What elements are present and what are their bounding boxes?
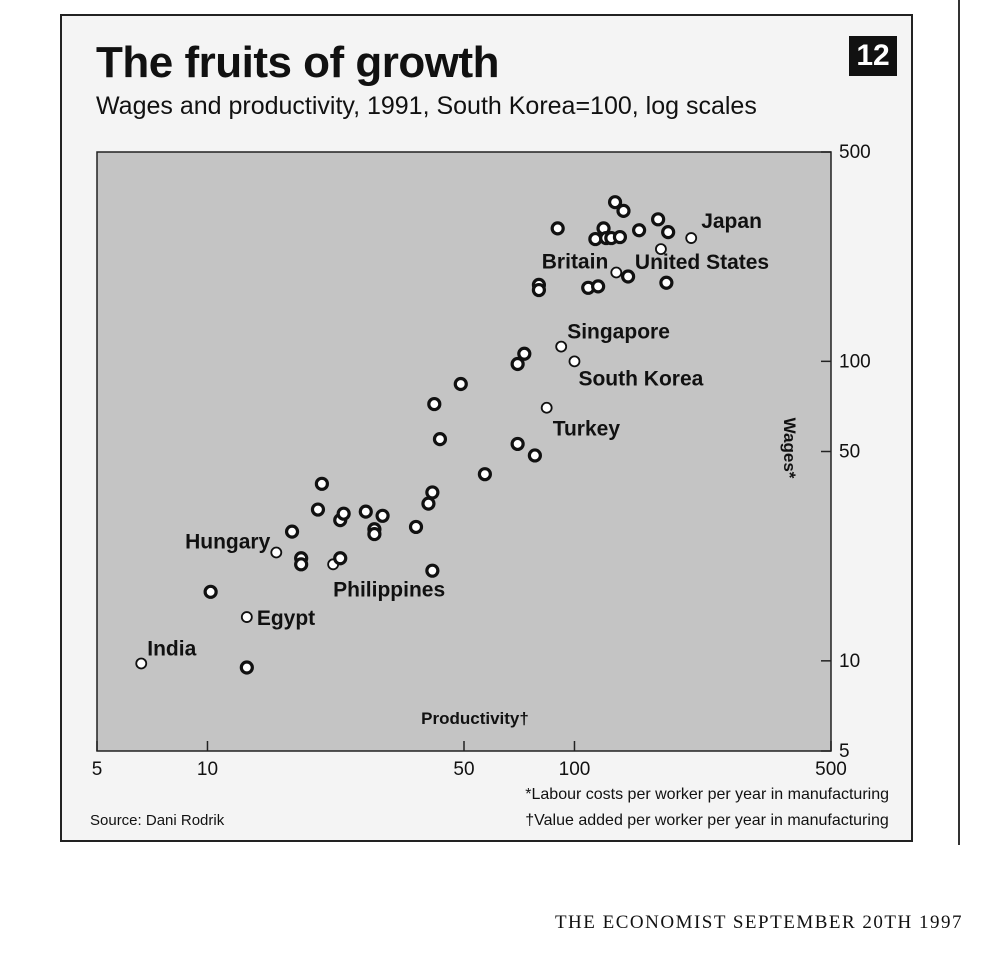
point-label: Egypt	[257, 607, 315, 630]
data-point	[607, 195, 623, 210]
data-point	[453, 376, 468, 392]
chart-number-badge: 12	[849, 36, 897, 76]
publication-line: THE ECONOMIST SEPTEMBER 20TH 1997	[554, 912, 963, 933]
column-divider	[958, 0, 960, 845]
point-label: Britain	[542, 250, 609, 273]
data-point	[659, 275, 674, 290]
x-tick-label: 500	[815, 759, 847, 780]
data-point-labelled	[655, 243, 667, 256]
x-tick-label: 5	[92, 759, 103, 780]
y-tick-label: 5	[839, 741, 850, 762]
point-label: Singapore	[567, 321, 670, 344]
point-label: Philippines	[333, 578, 445, 601]
data-point	[408, 519, 424, 535]
data-point	[550, 221, 565, 236]
data-point-labelled	[135, 657, 148, 670]
data-point	[375, 508, 390, 523]
point-label: Turkey	[553, 418, 621, 441]
data-point	[661, 225, 676, 240]
data-point	[651, 212, 666, 227]
data-point	[427, 396, 442, 412]
source-note: Source: Dani Rodrik	[90, 812, 225, 829]
y-tick-label: 500	[839, 142, 871, 163]
plot-area	[96, 151, 832, 752]
data-point	[421, 496, 436, 511]
x-tick-label: 100	[559, 759, 591, 780]
data-point-labelled	[240, 611, 253, 623]
data-point	[510, 356, 525, 372]
data-point	[358, 504, 373, 519]
footnote-wages: *Labour costs per worker per year in man…	[525, 786, 889, 803]
data-point	[314, 476, 329, 491]
data-point	[632, 223, 647, 238]
point-label: Hungary	[185, 531, 271, 554]
data-point	[616, 203, 631, 218]
chart-subtitle: Wages and productivity, 1991, South Kore…	[96, 92, 757, 120]
data-point	[294, 557, 309, 572]
footnotes: *Labour costs per worker per year in man…	[525, 782, 889, 834]
data-point	[432, 432, 448, 447]
data-point	[591, 279, 606, 294]
data-point	[239, 660, 254, 675]
data-point	[333, 551, 348, 566]
data-point	[477, 467, 492, 482]
data-point-labelled	[610, 266, 623, 279]
y-tick-label: 50	[839, 442, 860, 463]
data-point	[336, 506, 351, 521]
data-point-labelled	[555, 340, 568, 353]
data-point	[612, 229, 628, 245]
point-label: United States	[635, 251, 769, 274]
x-tick-label: 50	[453, 759, 474, 780]
data-point	[531, 282, 547, 298]
footnote-productivity: †Value added per worker per year in manu…	[525, 812, 889, 829]
data-point-labelled	[685, 232, 698, 244]
data-point-labelled	[540, 401, 553, 414]
x-tick-label: 10	[197, 759, 218, 780]
data-point	[203, 584, 218, 599]
data-point	[621, 269, 636, 284]
y-tick-label: 100	[839, 351, 871, 372]
x-axis-title: Productivity†	[421, 709, 529, 728]
point-label: Japan	[701, 210, 762, 233]
data-point	[425, 485, 440, 500]
data-point	[367, 526, 382, 542]
data-point	[527, 448, 542, 463]
data-point	[284, 524, 300, 539]
y-tick-label: 10	[839, 651, 860, 672]
data-point	[310, 502, 326, 517]
data-point	[510, 436, 525, 452]
point-label: South Korea	[578, 367, 703, 390]
chart-title: The fruits of growth	[96, 38, 500, 87]
data-point-labelled	[270, 546, 283, 559]
point-label: India	[147, 637, 196, 660]
y-axis-title: Wages*	[780, 418, 799, 479]
data-point	[425, 563, 440, 578]
data-point-labelled	[568, 355, 581, 368]
data-point	[517, 346, 532, 361]
